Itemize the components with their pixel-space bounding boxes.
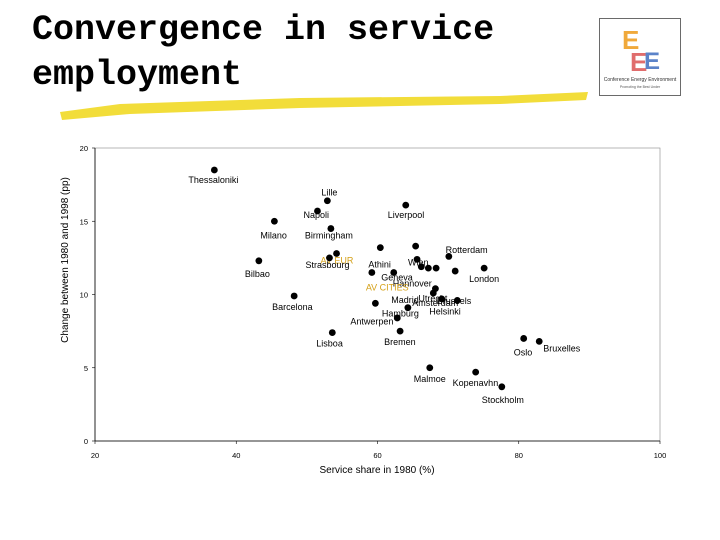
- x-axis-label: Service share in 1980 (%): [319, 465, 434, 476]
- points-group: Thessaloniki Lille Napoli Milano Liverpool Bi…: [188, 166, 581, 405]
- point-label: AV CITIES: [366, 283, 409, 293]
- logo-letter-e1: E: [622, 25, 639, 55]
- data-point: [480, 264, 488, 272]
- data-point: [520, 335, 528, 342]
- point-label: Stockholm: [482, 395, 524, 405]
- point-label: Bruxelles: [543, 343, 581, 353]
- x-tick-label: 60: [373, 451, 381, 460]
- point-label: London: [469, 274, 499, 284]
- x-tick-label: 40: [232, 451, 240, 460]
- point-label: Birmingham: [305, 231, 353, 241]
- point-label: AV EUR: [321, 255, 354, 265]
- data-point: [498, 383, 506, 391]
- point-label: Antwerpen: [350, 316, 393, 326]
- eee-logo-mark: E E E: [622, 25, 660, 77]
- data-point: [328, 329, 336, 336]
- slide-title: Convergence in service employment: [32, 10, 495, 95]
- data-point: [270, 217, 278, 225]
- logo-letter-e3: E: [644, 48, 660, 75]
- point-label: Thessaloniki: [188, 175, 238, 185]
- data-point: [376, 244, 384, 252]
- data-point: [402, 201, 410, 209]
- point-label: Lille: [321, 188, 337, 198]
- point-label: Liverpool: [388, 210, 425, 220]
- point-label: Bremen: [384, 337, 416, 347]
- x-tick-group: 20 40 60 80 100: [91, 441, 666, 460]
- data-point: [255, 257, 263, 265]
- data-point: [424, 264, 432, 272]
- y-axis-label: Change between 1980 and 1998 (pp): [60, 177, 71, 343]
- point-label: Madrid: [391, 295, 419, 305]
- data-point: [445, 253, 453, 260]
- logo-caption-line1: Conference Energy Environment: [603, 77, 677, 83]
- data-point: [333, 250, 340, 257]
- point-label: Helsinki: [429, 306, 461, 316]
- eee-logo: E E E Conference Energy Environment Prom…: [599, 18, 681, 96]
- data-point: [371, 299, 379, 307]
- x-tick-label: 100: [654, 451, 667, 460]
- data-point: [432, 264, 440, 272]
- point-label: Utrecht: [418, 294, 448, 304]
- logo-letter-e2: E: [630, 47, 647, 77]
- data-point: [390, 269, 398, 276]
- point-label: Hannover: [393, 279, 432, 289]
- data-point: [393, 314, 401, 322]
- data-point: [417, 263, 425, 271]
- data-point: [429, 289, 437, 297]
- point-label: Wien: [408, 257, 429, 267]
- y-tick-label: 10: [80, 291, 88, 300]
- data-point: [368, 269, 376, 276]
- data-point: [396, 327, 404, 335]
- x-tick-label: 20: [91, 451, 99, 460]
- data-point: [453, 296, 461, 304]
- point-label: Strasbourg: [305, 260, 349, 270]
- data-point: [426, 364, 434, 372]
- plot-frame: [94, 147, 661, 442]
- data-point: [323, 197, 331, 205]
- data-point: [412, 242, 420, 250]
- point-label: Napoli: [303, 210, 329, 220]
- data-point: [472, 368, 480, 376]
- point-label: Geneva: [381, 273, 413, 283]
- data-point: [451, 267, 459, 275]
- point-label: Bilbao: [245, 269, 270, 279]
- point-label: Milano: [260, 230, 287, 240]
- data-point: [404, 304, 412, 312]
- point-label: Hamburg: [382, 309, 419, 319]
- data-point: [413, 255, 421, 263]
- y-tick-group: 0 5 10 15 20: [80, 144, 95, 446]
- y-tick-label: 15: [80, 217, 88, 226]
- data-point: [314, 207, 321, 215]
- data-point: [327, 225, 335, 232]
- x-tick-label: 80: [515, 451, 523, 460]
- data-point: [535, 337, 543, 345]
- point-label: Amsterdam: [412, 298, 458, 308]
- data-point: [326, 254, 333, 262]
- y-tick-label: 5: [84, 364, 88, 373]
- point-label: Malmoe: [414, 374, 446, 384]
- point-label: Rotterdam: [446, 245, 488, 255]
- data-point: [210, 166, 218, 174]
- y-tick-label: 20: [80, 144, 88, 153]
- y-tick-label: 0: [84, 437, 88, 446]
- point-label: Kopenavhn: [453, 378, 499, 388]
- highlight-brush-stroke: [60, 92, 588, 120]
- data-point: [438, 295, 446, 303]
- point-label: Athini: [368, 260, 391, 270]
- logo-caption-line2: Promoting the Best Under: [619, 85, 661, 89]
- point-label: Lisboa: [316, 339, 343, 349]
- data-point: [290, 292, 298, 300]
- point-label: Barcelona: [272, 302, 313, 312]
- point-label: Oslo: [514, 347, 533, 357]
